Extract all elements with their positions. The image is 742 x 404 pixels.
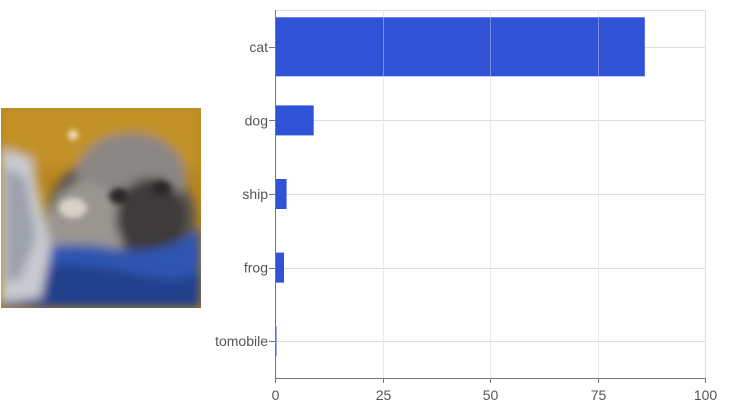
y-tick-label: tomobile bbox=[215, 333, 268, 349]
tick-labels: 0 25 50 75 100 cat dog ship frog tomobile bbox=[215, 39, 717, 403]
x-tick-label: 25 bbox=[376, 387, 392, 403]
x-tick-label: 75 bbox=[591, 387, 607, 403]
y-tick-label: ship bbox=[242, 186, 268, 202]
bar-ship bbox=[275, 179, 287, 209]
bar-frog bbox=[275, 252, 285, 283]
bars bbox=[275, 10, 645, 378]
input-image bbox=[1, 108, 201, 308]
x-tick-label: 0 bbox=[272, 387, 280, 403]
y-tick-label: dog bbox=[245, 112, 268, 128]
axes bbox=[269, 10, 706, 383]
bar-cat bbox=[275, 17, 645, 77]
cat-photo-thumbnail bbox=[1, 108, 201, 308]
y-tick-label: frog bbox=[244, 260, 268, 276]
y-tick-label: cat bbox=[249, 39, 268, 55]
x-tick-label: 50 bbox=[483, 387, 499, 403]
x-tick-label: 100 bbox=[694, 387, 718, 403]
bar-dog bbox=[275, 105, 314, 136]
